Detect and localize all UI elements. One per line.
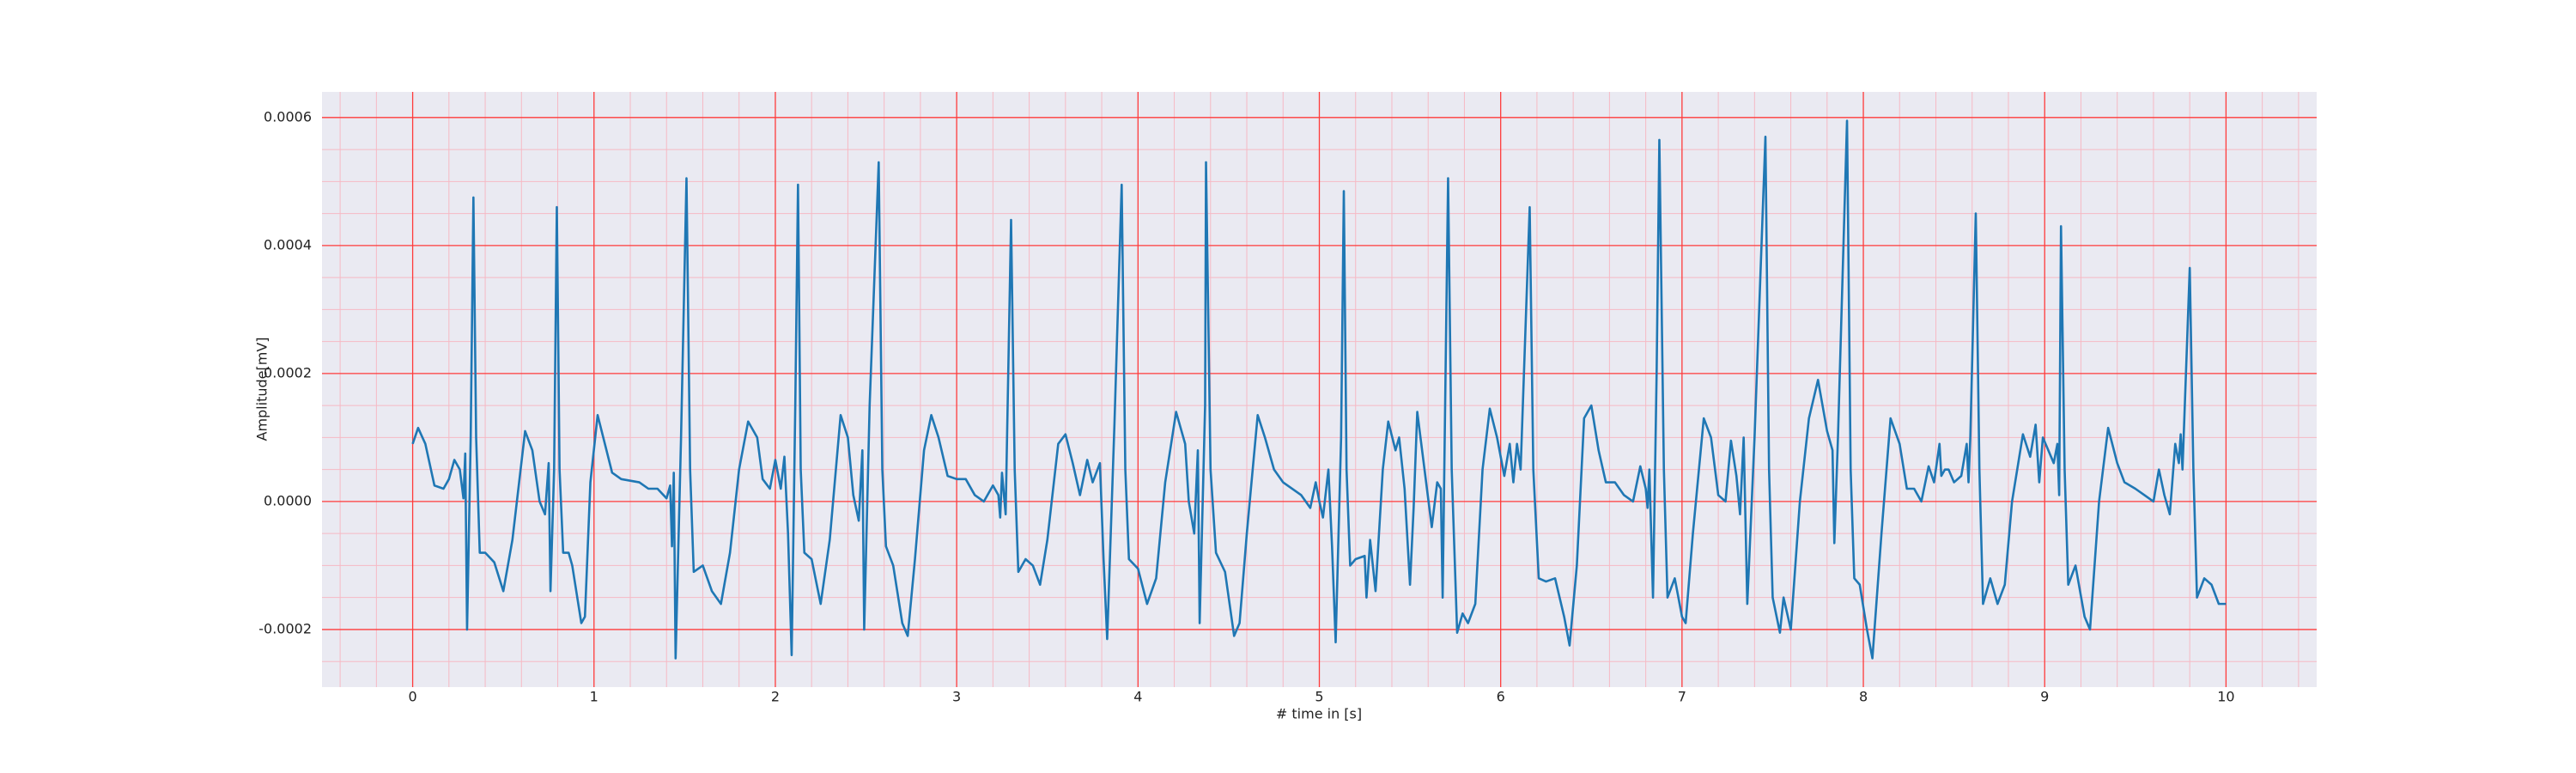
y-tick-label: 0.0006	[264, 108, 312, 125]
y-tick-label: 0.0002	[264, 364, 312, 380]
x-tick-label: 2	[771, 689, 780, 705]
x-tick-label: 1	[590, 689, 598, 705]
y-tick-label: -0.0002	[258, 620, 312, 636]
x-tick-label: 10	[2217, 689, 2234, 705]
y-axis-label: Amplitude[mV]	[254, 337, 270, 441]
x-tick-label: 7	[1678, 689, 1686, 705]
x-tick-label: 6	[1497, 689, 1505, 705]
y-tick-label: 0.0000	[264, 492, 312, 508]
x-tick-label: 5	[1315, 689, 1323, 705]
y-tick-label: 0.0004	[264, 236, 312, 253]
x-axis-label: # time in [s]	[1276, 706, 1362, 722]
x-tick-label: 3	[952, 689, 961, 705]
x-tick-label: 0	[408, 689, 416, 705]
x-tick-label: 4	[1133, 689, 1142, 705]
x-tick-label: 8	[1859, 689, 1868, 705]
x-tick-label: 9	[2040, 689, 2049, 705]
series-line	[411, 119, 2227, 660]
